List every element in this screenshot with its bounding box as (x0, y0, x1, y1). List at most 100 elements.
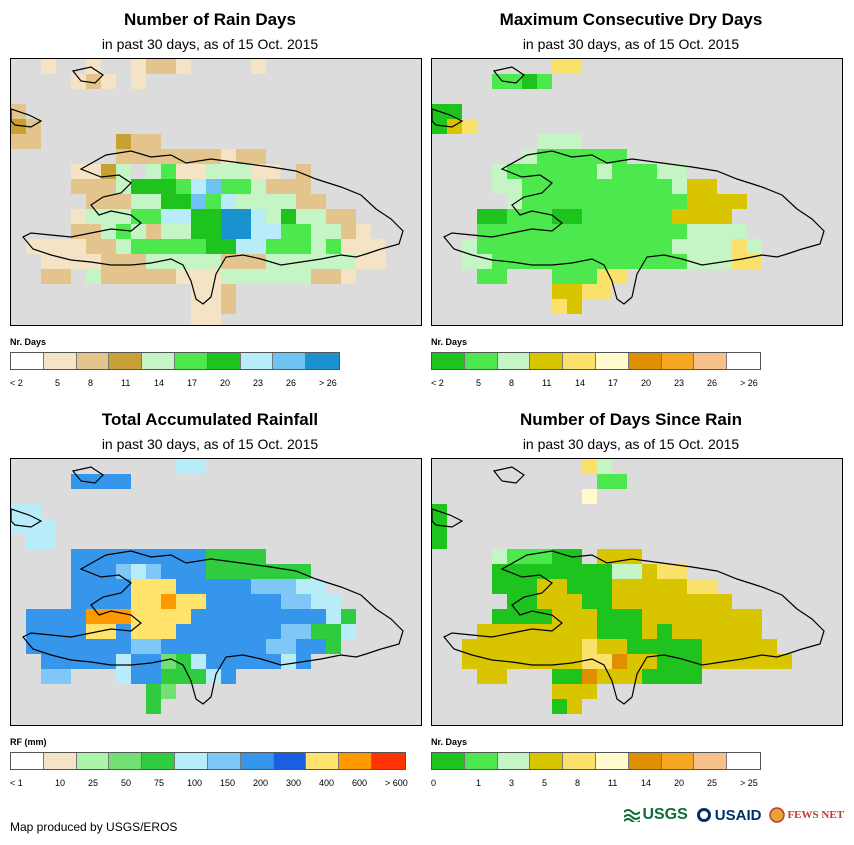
legend-label: 14 (154, 378, 165, 388)
map-cell (672, 179, 687, 194)
map-cell (492, 609, 507, 624)
map-cell (71, 74, 86, 89)
map-cell (477, 624, 492, 639)
map-cell (311, 269, 326, 284)
map-cell (582, 684, 597, 699)
map-cell (146, 639, 161, 654)
map-cell (597, 594, 612, 609)
map-cell (582, 224, 597, 239)
map-cell (552, 579, 567, 594)
map-cell (71, 609, 86, 624)
map-cell (206, 149, 221, 164)
map-cell (477, 224, 492, 239)
map-cell (702, 594, 717, 609)
map-cell (221, 594, 236, 609)
map-cell (191, 254, 206, 269)
map-cell (747, 239, 762, 254)
map-cell (131, 239, 146, 254)
map-cell (657, 239, 672, 254)
map-cell (311, 624, 326, 639)
map-cell (71, 474, 86, 489)
coastline (443, 150, 825, 305)
map-cell (326, 269, 341, 284)
map-cell (492, 164, 507, 179)
map-cell (116, 609, 131, 624)
map-cell (71, 209, 86, 224)
map-cell (86, 59, 101, 74)
map-cell (41, 59, 56, 74)
map-cell (597, 224, 612, 239)
map-cell (627, 164, 642, 179)
map-cell (597, 284, 612, 299)
map-cell (597, 609, 612, 624)
legend-swatch (432, 353, 465, 369)
map-cell (627, 579, 642, 594)
map-days-since-rain (431, 458, 843, 726)
map-cell (642, 209, 657, 224)
map-cell (71, 179, 86, 194)
map-cell (191, 639, 206, 654)
map-cell (627, 209, 642, 224)
map-cell (146, 254, 161, 269)
map-cell (281, 194, 296, 209)
map-cell (672, 654, 687, 669)
map-cell (236, 594, 251, 609)
map-cell (582, 609, 597, 624)
map-cell (116, 579, 131, 594)
map-cell (552, 684, 567, 699)
map-cell (101, 239, 116, 254)
map-cell (11, 134, 26, 149)
legend-swatch (76, 353, 110, 369)
map-cell (627, 254, 642, 269)
map-cell (597, 459, 612, 474)
map-cell (146, 684, 161, 699)
map-cell (702, 624, 717, 639)
map-cell (642, 624, 657, 639)
coastline (71, 66, 104, 84)
map-cell (582, 284, 597, 299)
map-cell (341, 254, 356, 269)
map-cell (537, 594, 552, 609)
legend-label: 26 (286, 378, 297, 388)
map-cell (281, 654, 296, 669)
map-cell (657, 254, 672, 269)
map-cell (116, 194, 131, 209)
map-cell (146, 269, 161, 284)
map-cell (582, 459, 597, 474)
map-cell (627, 639, 642, 654)
map-cell (657, 164, 672, 179)
map-cell (462, 254, 477, 269)
map-cell (236, 224, 251, 239)
map-cell (206, 164, 221, 179)
map-cell (687, 624, 702, 639)
map-cell (161, 209, 176, 224)
map-cell (522, 149, 537, 164)
map-cell (56, 609, 71, 624)
map-cell (281, 594, 296, 609)
legend-label: 200 (253, 778, 269, 788)
coastline (22, 550, 404, 705)
map-cell (672, 254, 687, 269)
map-cell (702, 639, 717, 654)
map-cell (251, 549, 266, 564)
map-cell (612, 594, 627, 609)
map-cell (311, 579, 326, 594)
map-cell (567, 134, 582, 149)
map-cell (687, 639, 702, 654)
map-cell (537, 654, 552, 669)
map-cell (311, 224, 326, 239)
map-cell (131, 609, 146, 624)
map-cell (552, 654, 567, 669)
map-cell (462, 119, 477, 134)
map-svg (432, 59, 825, 314)
legend-label: 25 (707, 778, 718, 788)
fews-globe-icon (769, 807, 786, 823)
legend-label: < 2 (431, 378, 444, 388)
legend-swatch (727, 353, 760, 369)
map-cell (251, 639, 266, 654)
map-cell (552, 194, 567, 209)
map-cell (101, 549, 116, 564)
map-cell (612, 224, 627, 239)
legend-label: 17 (608, 378, 619, 388)
map-cell (206, 669, 221, 684)
